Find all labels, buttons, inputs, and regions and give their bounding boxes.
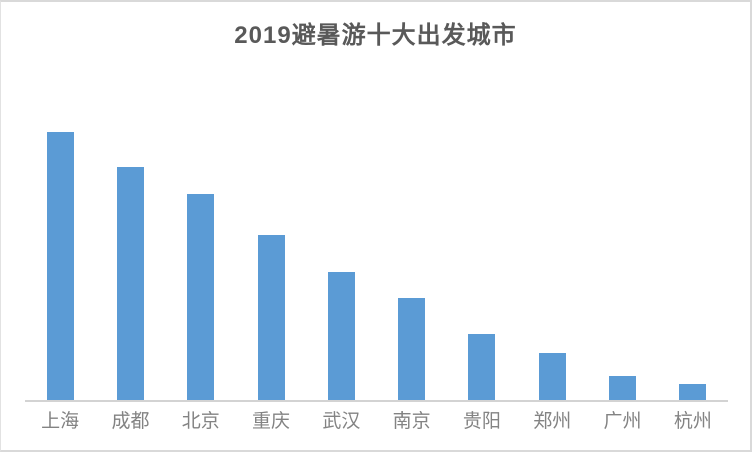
- bar-slot: [517, 120, 587, 400]
- bar: [468, 334, 496, 400]
- bar: [679, 384, 707, 400]
- bar: [538, 353, 566, 400]
- x-axis-label: 上海: [41, 411, 80, 432]
- x-axis-label: 重庆: [252, 411, 291, 432]
- bars: [25, 120, 728, 400]
- bar-slot: [25, 120, 95, 400]
- x-axis-label: 郑州: [533, 411, 572, 432]
- bar-slot: [376, 120, 446, 400]
- bar: [257, 235, 285, 400]
- bar-slot: [447, 120, 517, 400]
- bar-slot: [236, 120, 306, 400]
- x-axis-label: 贵阳: [462, 411, 501, 432]
- bar-slot: [658, 120, 728, 400]
- x-axis-label: 广州: [603, 411, 642, 432]
- bar-slot: [587, 120, 657, 400]
- bar: [116, 167, 144, 400]
- bar-slot: [166, 120, 236, 400]
- x-axis-line: [25, 400, 728, 402]
- x-axis-label: 北京: [181, 411, 220, 432]
- bar: [46, 132, 74, 400]
- bar: [609, 376, 637, 400]
- x-axis-label: 杭州: [673, 411, 712, 432]
- bar-slot: [306, 120, 376, 400]
- bar: [327, 272, 355, 400]
- bar: [398, 298, 426, 400]
- bar-slot: [95, 120, 165, 400]
- chart-title: 2019避暑游十大出发城市: [234, 22, 517, 49]
- x-axis-label: 南京: [392, 411, 431, 432]
- x-axis-label: 武汉: [322, 411, 361, 432]
- bar: [187, 194, 215, 400]
- x-axis-labels: 上海 成都 北京 重庆 武汉 南京 贵阳 郑州 广州 杭州: [25, 410, 728, 434]
- x-axis-label: 成都: [111, 411, 150, 432]
